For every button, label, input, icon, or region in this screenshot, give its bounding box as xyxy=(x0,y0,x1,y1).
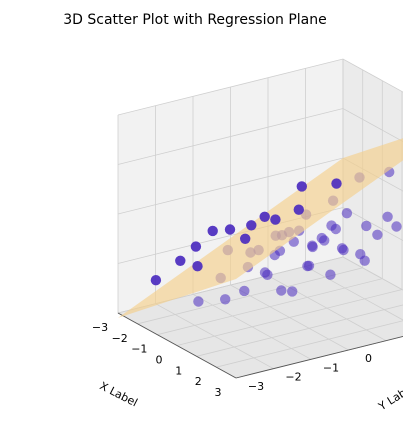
grid-line-z xyxy=(117,108,403,165)
data-point xyxy=(391,221,402,232)
x-tick-label: 0 xyxy=(156,354,163,367)
data-point xyxy=(239,285,250,297)
grid-line-z xyxy=(117,256,403,314)
x-tick-label: 2 xyxy=(195,375,202,388)
data-point xyxy=(150,275,162,286)
data-point xyxy=(207,225,218,237)
x-axis-line xyxy=(117,312,237,379)
chart-title: 3D Scatter Plot with Regression Plane xyxy=(63,12,327,28)
points-above-plane xyxy=(150,178,342,286)
data-point xyxy=(270,214,281,225)
y-tick-label: −2 xyxy=(285,371,301,384)
data-point xyxy=(331,178,342,189)
data-point xyxy=(382,211,393,222)
data-point xyxy=(192,261,203,272)
x-tick-label: 3 xyxy=(215,386,222,399)
data-point xyxy=(303,260,315,271)
data-point xyxy=(293,204,304,215)
pane-floor xyxy=(118,257,403,378)
data-point xyxy=(316,232,327,244)
data-point xyxy=(224,224,236,235)
data-point xyxy=(307,240,318,251)
y-axis-label: Y Label xyxy=(375,381,403,414)
x-tick-label: −3 xyxy=(92,321,108,334)
data-point xyxy=(246,220,257,231)
data-point xyxy=(193,296,204,307)
data-point xyxy=(240,233,251,244)
grid-line-z xyxy=(117,58,403,116)
data-point xyxy=(372,229,383,240)
x-tick-label: 1 xyxy=(175,364,182,377)
x-tick-label: −1 xyxy=(131,343,147,356)
data-point xyxy=(190,241,202,252)
x-axis-label: X Label xyxy=(97,379,139,409)
y-tick-label: −1 xyxy=(323,361,339,374)
data-point xyxy=(341,208,353,219)
data-point xyxy=(287,286,298,297)
data-point xyxy=(338,244,349,256)
y-tick-label: 0 xyxy=(365,352,372,365)
data-point xyxy=(276,285,287,296)
data-point xyxy=(259,211,270,222)
data-point xyxy=(355,249,366,260)
y-axis-line xyxy=(235,335,403,379)
x-tick-label: −2 xyxy=(112,332,128,345)
data-point xyxy=(325,269,336,280)
data-point xyxy=(259,267,271,278)
y-tick-label: −3 xyxy=(248,380,264,393)
data-point xyxy=(296,181,307,192)
data-point xyxy=(326,220,337,231)
data-point xyxy=(220,294,231,305)
data-point xyxy=(361,220,372,232)
data-point xyxy=(175,255,186,266)
